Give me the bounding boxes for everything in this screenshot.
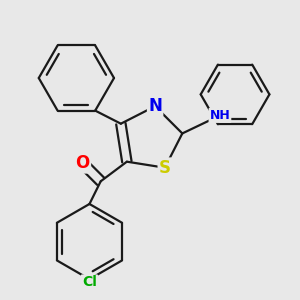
Text: S: S [159, 159, 171, 177]
Text: O: O [76, 154, 90, 172]
Text: NH: NH [210, 109, 230, 122]
Text: Cl: Cl [82, 275, 97, 290]
Text: N: N [148, 97, 162, 115]
